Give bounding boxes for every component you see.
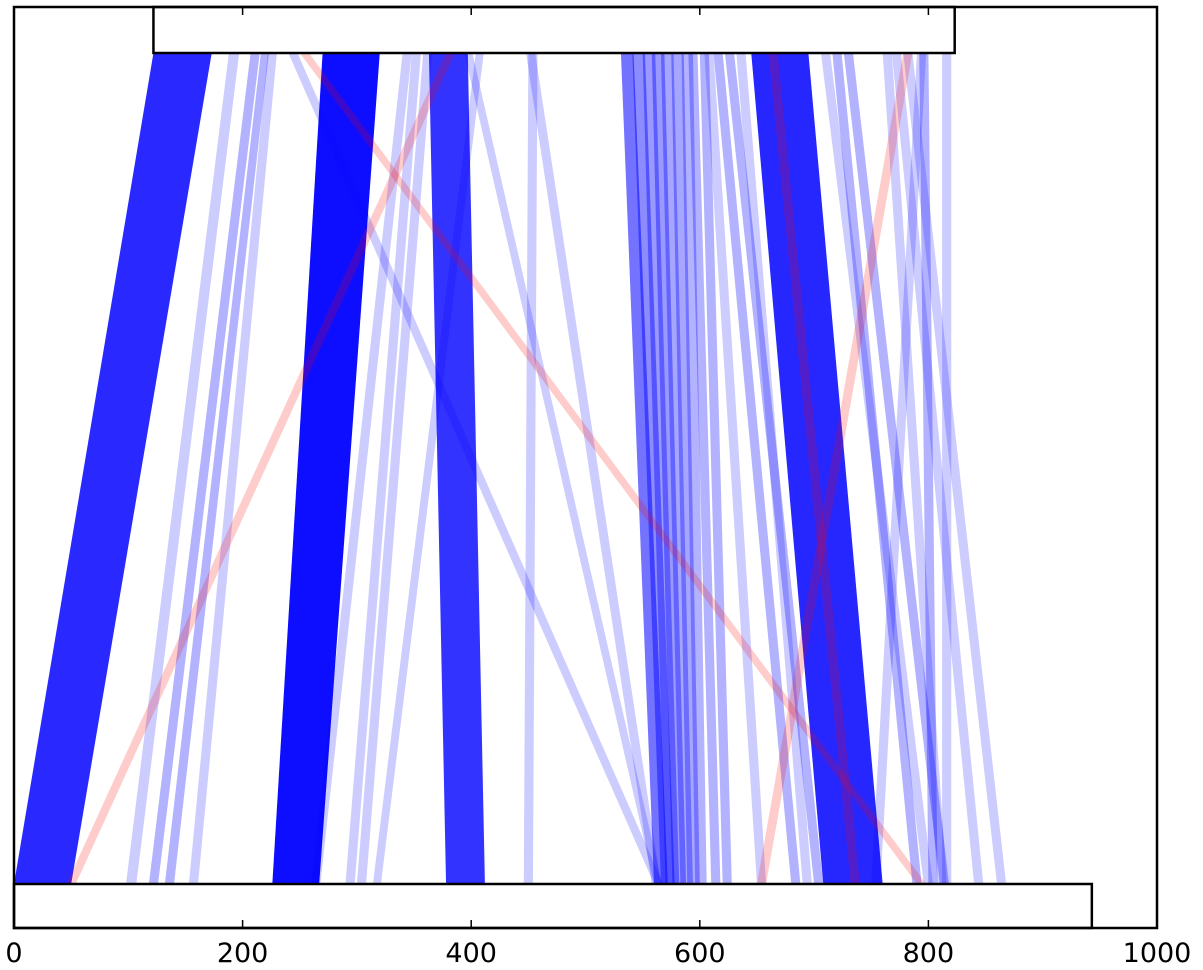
link-ribbon-1 <box>14 53 212 884</box>
link-ribbon-18 <box>642 53 680 884</box>
link-ribbon-30 <box>820 53 933 884</box>
link-ribbon-22 <box>681 53 707 884</box>
link-ribbon-23 <box>688 53 721 884</box>
link-ribbon-35 <box>903 53 1007 884</box>
link-ribbon-20 <box>660 53 693 884</box>
x-tick-label-200: 200 <box>217 938 269 969</box>
link-ribbon-42 <box>756 53 913 884</box>
link-ribbon-5 <box>188 53 277 884</box>
link-ribbon-40 <box>66 53 456 884</box>
links-layer <box>14 53 1007 884</box>
link-ribbon-37 <box>942 53 952 884</box>
link-ribbon-9 <box>345 53 421 884</box>
link-ribbon-15 <box>523 53 538 884</box>
link-ribbon-13 <box>464 53 663 884</box>
link-ribbon-33 <box>882 53 947 884</box>
link-ribbon-34 <box>891 53 984 884</box>
link-ribbon-25 <box>704 53 767 884</box>
x-tick-label-1000: 1000 <box>1123 938 1192 969</box>
link-ribbon-26 <box>713 53 801 884</box>
link-ribbon-8 <box>311 53 412 884</box>
link-ribbon-2 <box>126 53 240 884</box>
link-ribbon-3 <box>148 53 260 884</box>
link-ribbon-11 <box>428 53 485 884</box>
link-ribbon-10 <box>356 53 433 884</box>
link-ribbon-17 <box>632 53 675 884</box>
link-ribbon-31 <box>832 53 922 884</box>
axes-layer: 0 200 400 600 800 1000 <box>5 5 1192 969</box>
link-ribbon-12 <box>372 53 484 884</box>
x-tick-label-400: 400 <box>445 938 497 969</box>
plot-frame <box>12 5 1159 930</box>
link-ribbon-38 <box>871 53 927 884</box>
top-segment-box <box>152 5 956 55</box>
link-ribbon-27 <box>724 53 824 884</box>
link-ribbon-32 <box>843 53 949 884</box>
x-tick-label-600: 600 <box>674 938 726 969</box>
segments-layer <box>12 5 1094 930</box>
link-ribbon-19 <box>651 53 687 884</box>
link-ribbon-24 <box>699 53 732 884</box>
bottom-segment-box <box>12 882 1094 930</box>
x-tick-label-800: 800 <box>903 938 955 969</box>
x-tick-label-0: 0 <box>5 938 22 969</box>
link-ribbon-41 <box>768 53 860 884</box>
link-ribbon-7 <box>272 53 380 884</box>
link-ribbon-28 <box>736 53 812 884</box>
link-ribbon-21 <box>671 53 700 884</box>
link-ribbon-16 <box>620 53 668 884</box>
link-ribbon-39 <box>299 53 927 884</box>
link-ribbon-29 <box>751 53 883 884</box>
link-ribbon-36 <box>919 53 938 884</box>
link-ribbon-14 <box>526 53 661 884</box>
link-ribbon-4 <box>164 53 269 884</box>
